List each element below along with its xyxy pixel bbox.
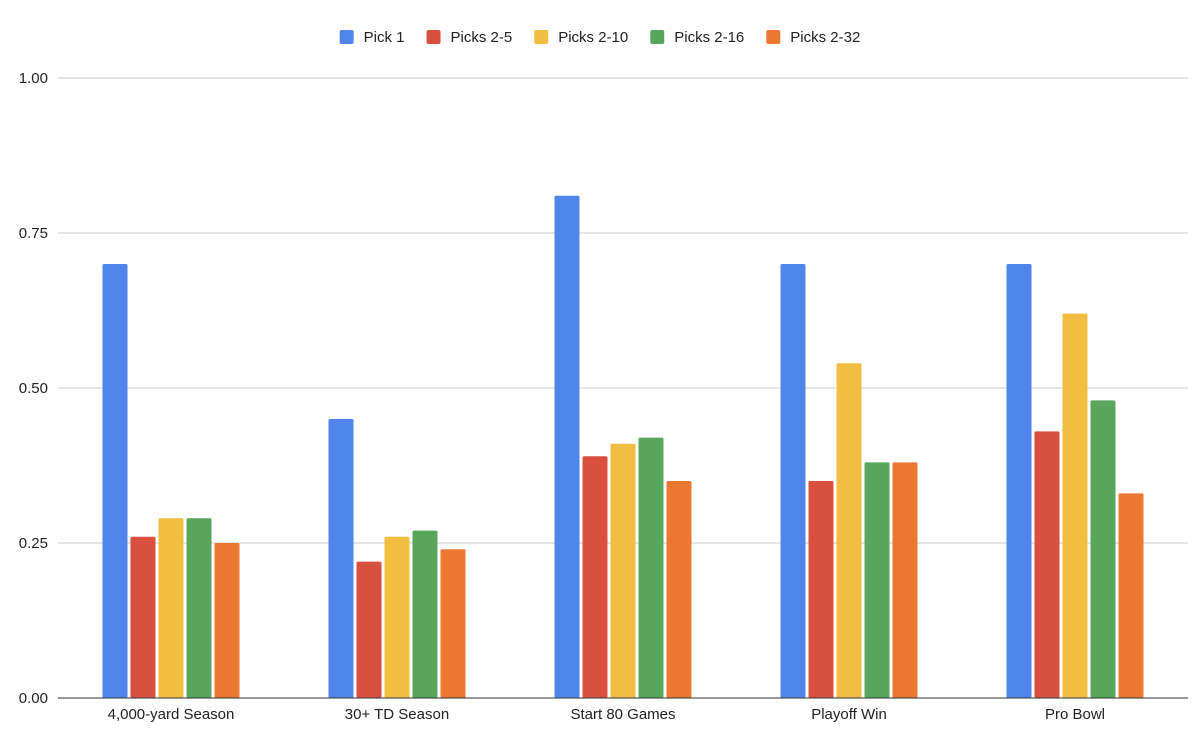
bar-picks-2-5-1 [356,561,382,698]
legend-label-picks-2-16: Picks 2-16 [674,29,744,46]
bar-picks-2-5-4 [1034,431,1060,698]
bar-pick-1-4 [1006,264,1032,698]
y-axis: 0.00 0.25 0.50 0.75 1.00 [19,70,48,707]
bar-picks-2-16-1 [412,530,438,698]
bar-picks-2-5-0 [130,536,156,698]
y-tick-label: 0.75 [19,225,48,242]
legend-label-picks-2-5: Picks 2-5 [451,29,513,46]
x-tick-label: Start 80 Games [570,706,675,723]
legend-swatch-picks-2-16 [650,30,665,44]
legend-swatch-pick-1 [339,30,354,44]
x-tick-label: 4,000-yard Season [108,706,235,723]
bar-picks-2-32-3 [892,462,918,698]
y-tick-label: 0.00 [19,690,48,707]
bar-picks-2-5-2 [582,456,608,698]
bar-picks-2-16-4 [1090,400,1116,698]
bar-pick-1-3 [780,264,806,698]
legend-swatch-picks-2-32 [766,30,781,44]
legend-label-picks-2-32: Picks 2-32 [790,29,860,46]
x-tick-label: Playoff Win [811,706,887,723]
bar-picks-2-10-2 [610,443,636,698]
legend: Pick 1 Picks 2-5 Picks 2-10 Picks 2-16 Picks… [339,29,860,46]
legend-swatch-picks-2-10 [534,30,549,44]
y-tick-label: 0.25 [19,535,48,552]
x-axis: 4,000-yard Season 30+ TD Season Start 80 G… [58,697,1188,723]
legend-swatch-picks-2-5 [426,30,441,44]
legend-label-picks-2-10: Picks 2-10 [558,29,628,46]
bar-picks-2-16-3 [864,462,890,698]
bar-pick-1-1 [328,419,354,698]
bar-picks-2-32-2 [666,481,692,698]
bar-picks-2-32-0 [214,543,240,698]
bar-picks-2-10-0 [158,518,184,698]
y-tick-label: 0.50 [19,380,48,397]
bar-pick-1-0 [102,264,128,698]
bar-picks-2-16-0 [186,518,212,698]
x-tick-label: Pro Bowl [1045,706,1105,723]
bar-picks-2-10-4 [1062,313,1088,698]
y-tick-label: 1.00 [19,70,48,87]
bar-picks-2-32-1 [440,549,466,698]
bars [102,195,1144,699]
x-tick-label: 30+ TD Season [345,706,449,723]
bar-picks-2-10-3 [836,363,862,698]
bar-picks-2-10-1 [384,536,410,698]
bar-picks-2-5-3 [808,481,834,698]
legend-label-pick-1: Pick 1 [364,29,405,46]
bar-picks-2-16-2 [638,437,664,698]
bar-picks-2-32-4 [1118,493,1144,698]
bar-pick-1-2 [554,195,580,699]
